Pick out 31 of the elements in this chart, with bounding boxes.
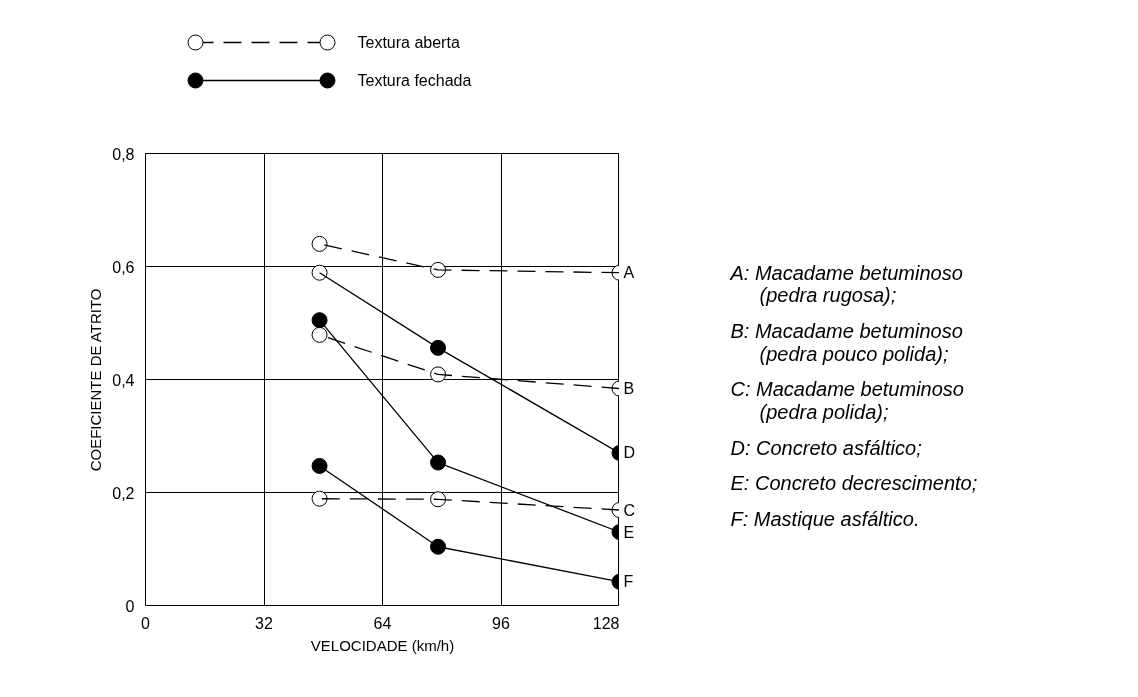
text: A: Macadame betuminoso (pedra rugosa); — [729, 261, 963, 307]
point — [311, 490, 328, 507]
series-label: B — [623, 380, 635, 398]
text: D: Concreto asfáltico; — [730, 436, 922, 459]
series-label: E — [623, 523, 635, 541]
y-tick-label: 0 — [125, 597, 135, 615]
y-axis-title: COEFICIENTE DE ATRITO — [87, 288, 105, 472]
point — [311, 326, 328, 343]
series-label: D — [623, 444, 636, 462]
text: E: Concreto decrescimento; — [730, 472, 978, 495]
y-tick-label: 0,4 — [112, 371, 135, 389]
point — [311, 235, 328, 252]
text: F: Mastique asfáltico. — [730, 507, 920, 530]
text: Textura aberta — [357, 34, 460, 51]
x-tick-label: 32 — [255, 614, 273, 632]
text: C: Macadame betuminoso (pedra polida); — [730, 378, 964, 424]
x-tick-label: 128 — [592, 614, 620, 632]
y-tick-label: 0,8 — [112, 145, 135, 163]
text: Textura fechada — [357, 72, 472, 89]
x-axis-title: VELOCIDADE (km/h) — [310, 636, 455, 654]
series-label: C — [623, 501, 636, 519]
x-tick-label: 96 — [492, 614, 510, 632]
y-tick-label: 0,2 — [112, 484, 135, 502]
text: B: Macadame betuminoso (pedra pouco polida); — [730, 320, 963, 365]
series-label: A — [623, 264, 635, 282]
x-tick-label: 64 — [373, 614, 392, 632]
point — [311, 457, 328, 474]
series-label: F — [623, 573, 634, 591]
point — [311, 312, 328, 329]
y-tick-label: 0,6 — [112, 258, 135, 276]
x-tick-label: 0 — [141, 614, 151, 632]
